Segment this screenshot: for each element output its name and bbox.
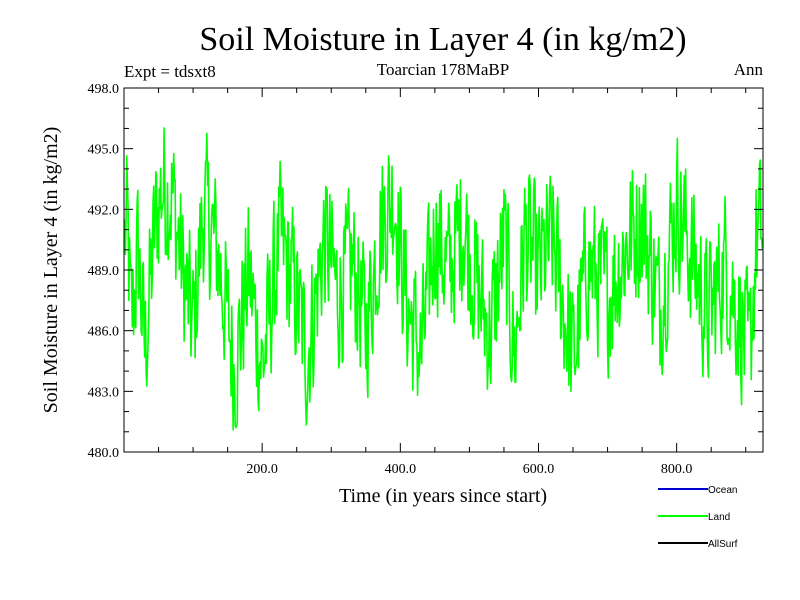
x-tick-label: 200.0	[246, 462, 278, 477]
x-tick-label: 600.0	[523, 462, 555, 477]
y-tick-label: 483.0	[88, 385, 120, 400]
chart-title: Soil Moisture in Layer 4 (in kg/m2)	[199, 21, 686, 58]
x-tick-label: 800.0	[661, 462, 693, 477]
y-tick-label: 480.0	[88, 446, 120, 461]
y-tick-label: 486.0	[88, 325, 120, 340]
legend-label-ocean: Ocean	[708, 485, 737, 496]
x-tick-label: 400.0	[385, 462, 417, 477]
period-label: Toarcian 178MaBP	[377, 60, 509, 79]
legend-label-land: Land	[708, 512, 730, 523]
season-label: Ann	[734, 60, 764, 79]
legend-label-allsurf: AllSurf	[708, 539, 738, 550]
y-tick-label: 489.0	[88, 264, 120, 279]
series-layer	[124, 127, 763, 431]
y-tick-label: 492.0	[88, 203, 120, 218]
axes-layer: 480.0 483.0 486.0 489.0 492.0 495.0 498.0 200.0…	[88, 82, 763, 477]
legend: Ocean Land AllSurf	[658, 485, 738, 550]
series-line-land	[124, 127, 763, 431]
y-axis-label: Soil Moisture in Layer 4 (in kg/m2)	[40, 127, 62, 414]
x-axis-label: Time (in years since start)	[339, 485, 547, 507]
y-tick-label: 495.0	[88, 143, 120, 158]
plot-frame	[123, 87, 764, 453]
experiment-label: Expt = tdsxt8	[124, 62, 216, 81]
y-tick-label: 498.0	[88, 82, 120, 97]
